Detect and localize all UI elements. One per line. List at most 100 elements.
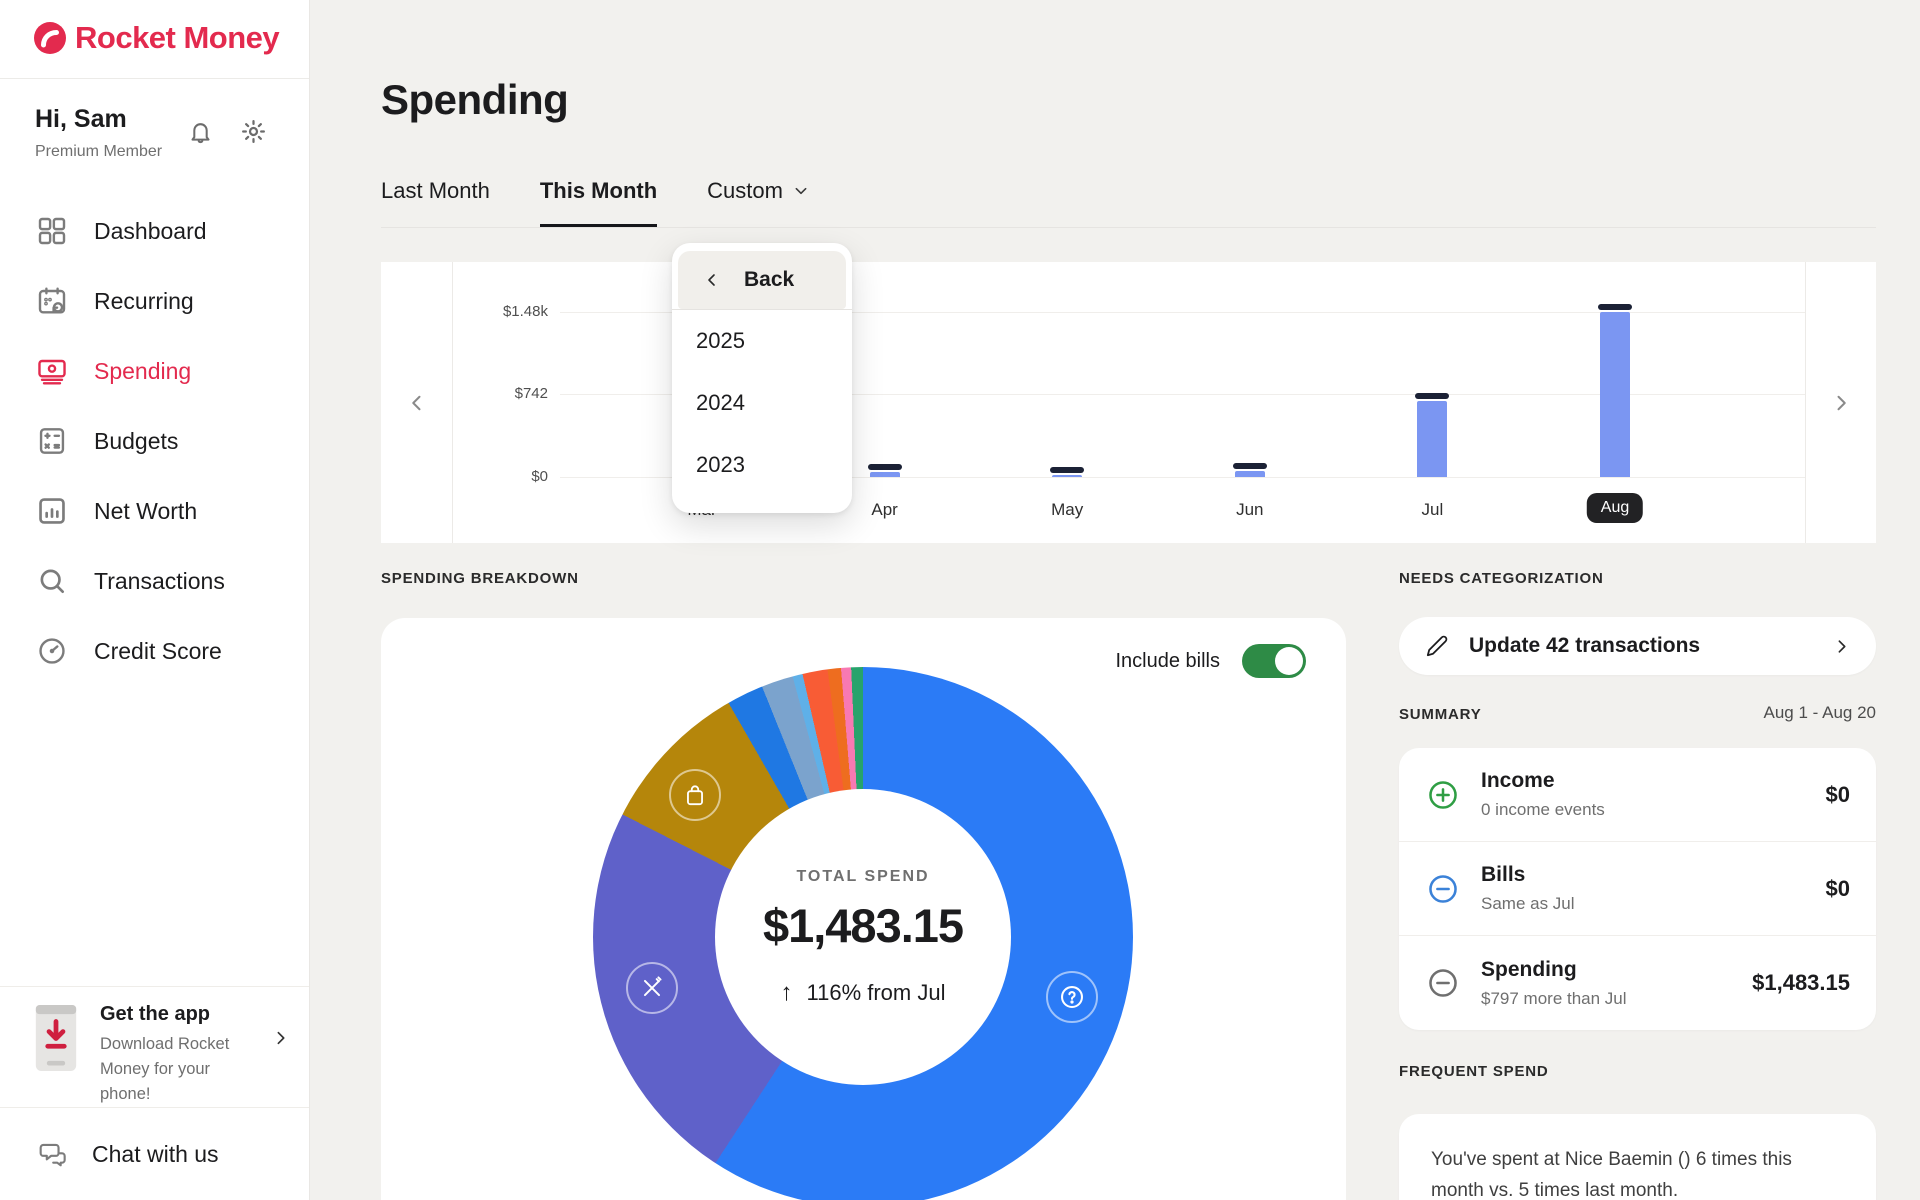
summary-row-title: Spending	[1481, 958, 1730, 982]
sidebar-item-label: Credit Score	[94, 638, 222, 665]
minus-circle-icon	[1427, 967, 1459, 999]
summary-row-subtitle: $797 more than Jul	[1481, 989, 1730, 1009]
gear-icon[interactable]	[240, 118, 267, 145]
chart-next-button[interactable]	[1805, 262, 1876, 543]
update-transactions-button[interactable]: Update 42 transactions	[1399, 617, 1876, 675]
segment-badge-primary-blue[interactable]	[1046, 971, 1098, 1023]
shopping-bag-icon	[682, 782, 708, 808]
chevron-left-icon	[704, 272, 720, 288]
tab-last-month[interactable]: Last Month	[381, 178, 490, 228]
summary-card: Income 0 income events $0 Bills Same as …	[1399, 748, 1876, 1030]
minus-circle-icon	[1427, 873, 1459, 905]
include-bills-label: Include bills	[1115, 650, 1220, 673]
total-spend-amount: $1,483.15	[763, 898, 963, 953]
dropdown-option-2025[interactable]: 2025	[672, 310, 852, 372]
chevron-right-icon	[272, 1029, 289, 1047]
spend-delta: ↑ 116% from Jul	[781, 979, 946, 1007]
arrow-up-icon: ↑	[781, 979, 793, 1007]
segment-badge-purple[interactable]	[626, 962, 678, 1014]
greeting: Hi, Sam	[35, 105, 162, 134]
dropdown-back-label: Back	[744, 268, 794, 292]
get-app-promo[interactable]: Get the app Download Rocket Money for yo…	[0, 986, 309, 1106]
spending-icon	[36, 355, 68, 387]
sidebar-item-label: Budgets	[94, 428, 178, 455]
bar-aug[interactable]	[1600, 312, 1630, 477]
x-axis-label-jun[interactable]: Jun	[1236, 500, 1263, 520]
x-axis-label-apr[interactable]: Apr	[871, 500, 897, 520]
include-bills-toggle[interactable]	[1242, 644, 1306, 678]
summary-row-spending[interactable]: Spending $797 more than Jul $1,483.15	[1399, 936, 1876, 1030]
summary-row-bills[interactable]: Bills Same as Jul $0	[1399, 842, 1876, 936]
tabs-underline	[381, 227, 1876, 228]
frequent-spend-card: You've spent at Nice Baemin () 6 times t…	[1399, 1114, 1876, 1200]
dropdown-option-2024[interactable]: 2024	[672, 372, 852, 434]
get-app-title: Get the app	[100, 1003, 250, 1026]
sidebar-item-dashboard[interactable]: Dashboard	[0, 196, 309, 266]
bar-apr[interactable]	[870, 472, 900, 477]
x-axis-label-jul[interactable]: Jul	[1422, 500, 1444, 520]
membership-label: Premium Member	[35, 143, 162, 161]
dropdown-option-2023[interactable]: 2023	[672, 434, 852, 496]
summary-row-subtitle: Same as Jul	[1481, 894, 1804, 914]
summary-date-range: Aug 1 - Aug 20	[1399, 703, 1876, 723]
sidebar-item-label: Spending	[94, 358, 191, 385]
donut-center: TOTAL SPEND $1,483.15 ↑ 116% from Jul	[715, 789, 1011, 1085]
bar-may[interactable]	[1052, 475, 1082, 477]
spend-delta-text: 116% from Jul	[807, 980, 946, 1006]
total-spend-label: TOTAL SPEND	[796, 868, 929, 886]
pencil-icon	[1425, 634, 1449, 658]
chevron-right-icon	[1831, 393, 1851, 413]
x-axis-label-aug[interactable]: Aug	[1587, 493, 1643, 523]
tab-label: This Month	[540, 178, 657, 204]
tab-custom[interactable]: Custom	[707, 178, 809, 228]
monthly-spending-chart: $1.48k$742$0MarAprMayJunJulAug	[381, 262, 1876, 543]
tab-this-month[interactable]: This Month	[540, 178, 657, 228]
dropdown-back-button[interactable]: Back	[678, 251, 846, 309]
sidebar-item-label: Transactions	[94, 568, 225, 595]
bell-icon[interactable]	[187, 118, 214, 145]
sidebar-item-recurring[interactable]: Recurring	[0, 266, 309, 336]
transactions-icon	[36, 565, 68, 597]
sidebar-item-net-worth[interactable]: Net Worth	[0, 476, 309, 546]
y-axis-tick: $0	[453, 468, 548, 485]
chat-with-us[interactable]: Chat with us	[0, 1107, 309, 1200]
plus-circle-icon	[1427, 779, 1459, 811]
summary-row-title: Income	[1481, 769, 1804, 793]
sidebar: Rocket Money Hi, Sam Premium Member Dash…	[0, 0, 310, 1200]
sidebar-item-label: Net Worth	[94, 498, 197, 525]
rocket-money-logo[interactable]: Rocket Money	[33, 20, 279, 56]
rocket-money-logo-icon	[33, 21, 67, 55]
sidebar-nav: Dashboard Recurring Spending Budgets Net…	[0, 196, 309, 686]
spending-breakdown-label: SPENDING BREAKDOWN	[381, 570, 579, 587]
chevron-left-icon	[407, 393, 427, 413]
recurring-icon	[36, 285, 68, 317]
page-title: Spending	[381, 76, 568, 124]
summary-row-income[interactable]: Income 0 income events $0	[1399, 748, 1876, 842]
spending-breakdown-card: Include bills TOTAL SPEND $1,483.15 ↑ 11…	[381, 618, 1346, 1200]
sidebar-item-budgets[interactable]: Budgets	[0, 406, 309, 476]
bar-jul[interactable]	[1417, 401, 1447, 477]
bar-cap-jul	[1415, 393, 1449, 399]
sidebar-item-transactions[interactable]: Transactions	[0, 546, 309, 616]
spending-donut-chart[interactable]: TOTAL SPEND $1,483.15 ↑ 116% from Jul	[593, 667, 1133, 1200]
x-axis-label-may[interactable]: May	[1051, 500, 1083, 520]
credit-score-icon	[36, 635, 68, 667]
net-worth-icon	[36, 495, 68, 527]
chart-prev-button[interactable]	[381, 262, 453, 543]
summary-row-title: Bills	[1481, 863, 1804, 887]
tab-label: Custom	[707, 178, 783, 204]
sidebar-item-credit-score[interactable]: Credit Score	[0, 616, 309, 686]
question-icon	[1059, 984, 1085, 1010]
utensils-icon	[639, 975, 665, 1001]
sidebar-item-spending[interactable]: Spending	[0, 336, 309, 406]
summary-row-amount: $0	[1826, 782, 1850, 808]
segment-badge-gold[interactable]	[669, 769, 721, 821]
phone-download-icon	[34, 1003, 78, 1073]
needs-categorization-label: NEEDS CATEGORIZATION	[1399, 570, 1604, 587]
frequent-spend-text: You've spent at Nice Baemin () 6 times t…	[1431, 1144, 1844, 1200]
brand-name: Rocket Money	[75, 20, 279, 56]
frequent-spend-label: FREQUENT SPEND	[1399, 1063, 1549, 1080]
bar-jun[interactable]	[1235, 471, 1265, 477]
bar-cap-aug	[1598, 304, 1632, 310]
sidebar-item-label: Dashboard	[94, 218, 207, 245]
